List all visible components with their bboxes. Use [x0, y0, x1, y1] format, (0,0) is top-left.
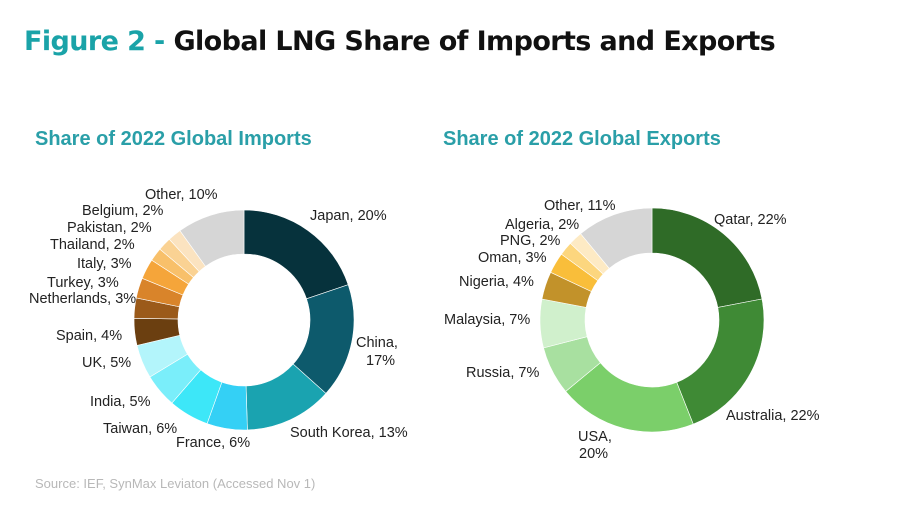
data-label: Qatar, 22%: [714, 212, 787, 228]
figure-title: Figure 2 - Global LNG Share of Imports a…: [24, 26, 776, 57]
imports-chart-title: Share of 2022 Global Imports: [35, 128, 312, 150]
data-label: Pakistan, 2%: [67, 220, 152, 236]
data-label: Netherlands, 3%: [29, 291, 136, 307]
figure-number: Figure 2 -: [24, 26, 174, 57]
imports-donut-chart: Japan, 20% China, 17% South Korea, 13% Franc…: [29, 187, 408, 451]
data-label: Nigeria, 4%: [459, 274, 534, 290]
data-label: China,: [356, 335, 398, 351]
donut-segment-australia: [676, 298, 765, 425]
data-label: Spain, 4%: [56, 328, 122, 344]
data-label: Japan, 20%: [310, 208, 387, 224]
source-note: Source: IEF, SynMax Leviaton (Accessed N…: [35, 476, 316, 491]
donut-segment-other: [580, 207, 653, 269]
data-label: Australia, 22%: [726, 408, 820, 424]
data-label: Oman, 3%: [478, 250, 547, 266]
figure-title-text: Global LNG Share of Imports and Exports: [173, 26, 776, 57]
donut-segment-other: [179, 209, 245, 267]
data-label: Algeria, 2%: [505, 217, 579, 233]
data-label: UK, 5%: [82, 355, 131, 371]
data-label: Taiwan, 6%: [103, 421, 177, 437]
data-label: 17%: [366, 353, 395, 369]
data-label: Other, 11%: [544, 198, 616, 214]
data-label: Italy, 3%: [77, 256, 132, 272]
data-label: Thailand, 2%: [50, 237, 135, 253]
data-label: 20%: [579, 446, 608, 462]
exports-chart-title: Share of 2022 Global Exports: [443, 128, 721, 150]
data-label: France, 6%: [176, 435, 250, 451]
data-label: Russia, 7%: [466, 365, 539, 381]
exports-donut-chart: Qatar, 22% Australia, 22% USA,20% Russia, 7…: [444, 198, 820, 462]
data-label: Turkey, 3%: [47, 275, 119, 291]
data-label: India, 5%: [90, 394, 151, 410]
data-label: Belgium, 2%: [82, 203, 164, 219]
data-label: USA,: [578, 429, 612, 445]
data-label: Malaysia, 7%: [444, 312, 530, 328]
data-label: South Korea, 13%: [290, 425, 408, 441]
data-label: PNG, 2%: [500, 233, 561, 249]
data-label: Other, 10%: [145, 187, 218, 203]
